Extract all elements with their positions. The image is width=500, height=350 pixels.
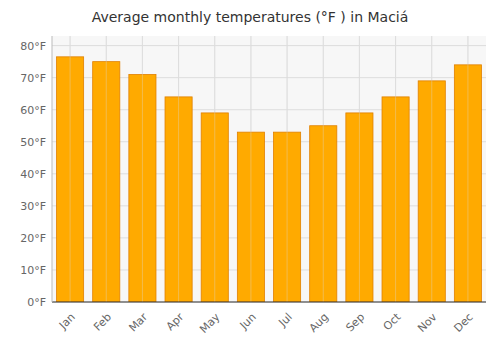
x-grid-line [431, 36, 432, 302]
x-grid-line [287, 36, 288, 302]
x-tick-label: Feb [91, 311, 114, 334]
y-tick-label: 80°F [20, 40, 46, 53]
x-grid-line [106, 36, 107, 302]
plot-background [52, 36, 486, 302]
y-tick-label: 30°F [20, 200, 46, 213]
y-grid-line [52, 302, 486, 303]
x-grid-line [178, 36, 179, 302]
y-tick-label: 60°F [20, 104, 46, 117]
chart-container: Average monthly temperatures (°F ) in Ma… [0, 0, 500, 350]
x-tick-label: Apr [164, 310, 187, 333]
x-grid-line [323, 36, 324, 302]
x-tick-label: May [197, 310, 223, 336]
chart-svg: Average monthly temperatures (°F ) in Ma… [0, 0, 500, 350]
x-grid-line [395, 36, 396, 302]
y-axis-line [52, 36, 53, 302]
y-grid-line [52, 45, 486, 46]
x-grid-line [250, 36, 251, 302]
y-tick-label: 0°F [27, 296, 46, 309]
x-grid-line [142, 36, 143, 302]
y-tick-label: 20°F [20, 232, 46, 245]
x-grid-line [70, 36, 71, 302]
x-grid-line [106, 36, 107, 302]
x-grid-line [323, 36, 324, 302]
x-tick-label: Aug [307, 311, 331, 335]
y-tick-label: 40°F [20, 168, 46, 181]
x-tick-label: Dec [451, 311, 475, 335]
x-grid-line [395, 36, 396, 302]
x-grid-line [467, 36, 468, 302]
x-tick-label: Jun [237, 311, 259, 333]
y-tick-label: 10°F [20, 264, 46, 277]
x-tick-label: Jul [276, 311, 295, 330]
x-grid-line [214, 36, 215, 302]
x-tick-label: Jan [56, 311, 78, 333]
x-grid-line [467, 36, 468, 302]
x-grid-line [142, 36, 143, 302]
x-tick-label: Nov [415, 310, 440, 335]
x-tick-label: Oct [381, 310, 404, 333]
x-grid-line [214, 36, 215, 302]
x-grid-line [250, 36, 251, 302]
title: Average monthly temperatures (°F ) in Ma… [92, 9, 409, 25]
x-grid-line [431, 36, 432, 302]
y-tick-label: 50°F [20, 136, 46, 149]
grid [52, 36, 486, 302]
x-grid-line [70, 36, 71, 302]
bars [57, 57, 482, 302]
x-tick-label: Sep [343, 311, 367, 335]
x-grid-line [287, 36, 288, 302]
x-axis-line [52, 302, 486, 303]
x-grid-line [359, 36, 360, 302]
x-tick-label: Mar [126, 310, 150, 334]
grid-overlay [70, 36, 468, 302]
x-grid-line [359, 36, 360, 302]
x-grid-line [178, 36, 179, 302]
y-tick-label: 70°F [20, 72, 46, 85]
